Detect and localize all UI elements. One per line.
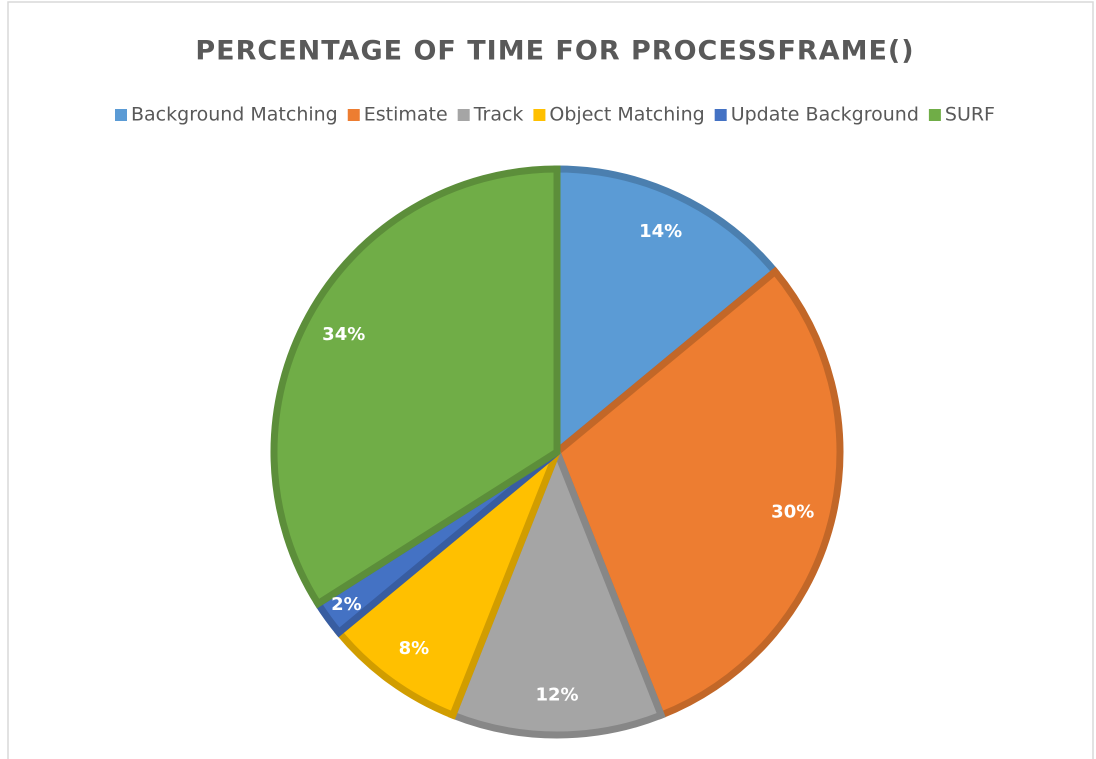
- legend-swatch: [928, 109, 941, 121]
- legend-item: Background Matching: [115, 104, 338, 126]
- value-label: 14%: [639, 221, 682, 242]
- legend-item: Track: [457, 104, 524, 126]
- value-label: 34%: [322, 324, 365, 345]
- legend-item: Object Matching: [533, 104, 705, 126]
- legend: Background Matching Estimate Track Object M…: [115, 104, 995, 126]
- legend-item: SURF: [928, 104, 995, 126]
- legend-text: Estimate: [364, 104, 448, 126]
- legend-swatch: [115, 109, 127, 121]
- legend-swatch: [457, 109, 470, 121]
- pie-slice: [448, 442, 666, 739]
- legend-swatch: [347, 109, 360, 121]
- pie-slice: [270, 165, 561, 609]
- legend-item: Update Background: [714, 104, 919, 126]
- pie-slice: [552, 266, 844, 720]
- value-label: 30%: [771, 502, 814, 523]
- legend-text: Background Matching: [131, 104, 338, 126]
- pie: [270, 165, 844, 739]
- value-labels: 14% 30% 12% 8% 2% 34%: [322, 221, 814, 706]
- value-label: 12%: [535, 684, 578, 705]
- legend-swatch: [533, 109, 546, 121]
- chart-title: PERCENTAGE OF TIME FOR PROCESSFRAME(): [195, 36, 914, 67]
- legend-item: Estimate: [347, 104, 448, 126]
- value-label: 8%: [399, 638, 430, 659]
- legend-text: Object Matching: [549, 104, 704, 126]
- legend-text: Track: [473, 104, 524, 126]
- pie-slice: [334, 449, 561, 720]
- pie-slice: [553, 165, 780, 460]
- legend-swatch: [714, 109, 727, 121]
- legend-text: Update Background: [731, 104, 919, 126]
- legend-text: SURF: [945, 104, 995, 126]
- value-label: 2%: [331, 594, 362, 615]
